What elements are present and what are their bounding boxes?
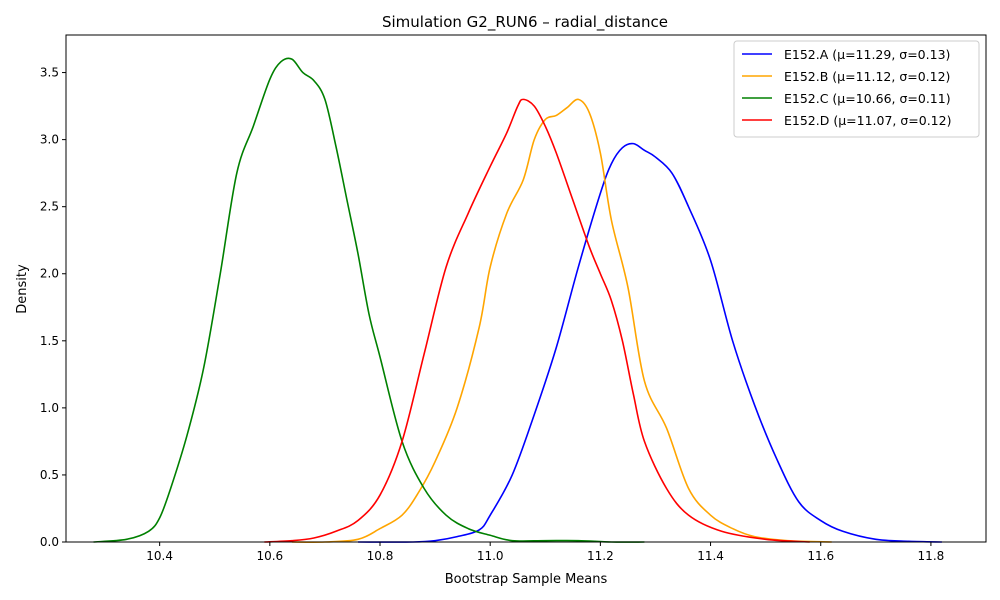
series-line-1 <box>357 142 942 543</box>
y-tick-label: 2.5 <box>40 200 59 214</box>
x-tick-label: 11.6 <box>807 549 834 563</box>
y-axis-label: Density <box>15 264 30 314</box>
series-line-4 <box>264 98 810 543</box>
y-tick-label: 1.0 <box>40 401 59 415</box>
x-tick-label: 11.4 <box>697 549 724 563</box>
chart-title: Simulation G2_RUN6 – radial_distance <box>382 13 668 32</box>
series-line-3 <box>93 57 645 543</box>
x-tick-label: 11.2 <box>587 549 614 563</box>
y-tick-label: 3.5 <box>40 66 59 80</box>
y-tick-label: 0.5 <box>40 468 59 482</box>
y-tick-label: 0.0 <box>40 535 59 549</box>
legend-label-1: E152.A (μ=11.29, σ=0.13) <box>784 47 950 62</box>
legend: E152.A (μ=11.29, σ=0.13) E152.B (μ=11.12,… <box>733 40 980 138</box>
x-tick-label: 11.0 <box>477 549 504 563</box>
x-tick-label: 10.4 <box>146 549 173 563</box>
legend-label-2: E152.B (μ=11.12, σ=0.12) <box>784 69 950 84</box>
plot-area-frame <box>65 34 987 543</box>
y-tick-label: 2.0 <box>40 267 59 281</box>
legend-label-4: E152.D (μ=11.07, σ=0.12) <box>784 113 951 128</box>
legend-label-3: E152.C (μ=10.66, σ=0.11) <box>784 91 951 106</box>
x-axis-label: Bootstrap Sample Means <box>445 572 608 587</box>
series-line-2 <box>291 98 832 543</box>
x-tick-label: 10.6 <box>256 549 283 563</box>
legend-box <box>733 40 980 138</box>
x-tick-label: 10.8 <box>367 549 394 563</box>
x-tick-label: 11.8 <box>918 549 945 563</box>
y-tick-label: 1.5 <box>40 334 59 348</box>
y-tick-label: 3.0 <box>40 133 59 147</box>
